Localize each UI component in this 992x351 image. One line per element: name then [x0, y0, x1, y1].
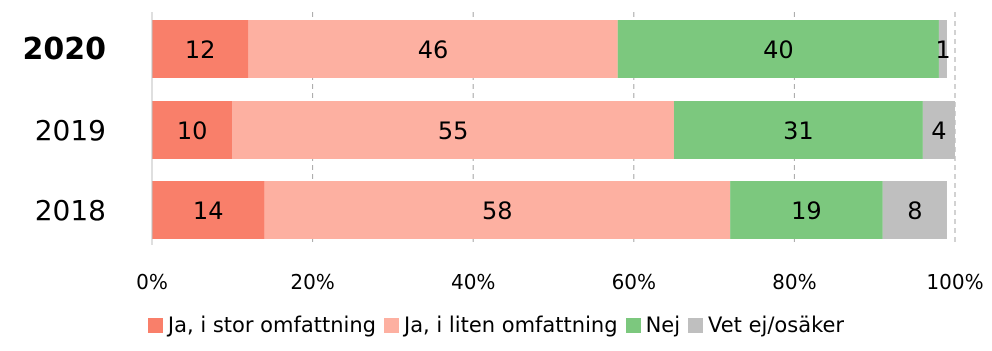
x-tick-label: 80% — [772, 270, 816, 294]
bar-segment — [232, 101, 674, 159]
bar-value-label: 14 — [193, 197, 224, 225]
bar-segment — [248, 20, 618, 78]
bar-segment — [938, 20, 947, 78]
category-label: 2019 — [35, 114, 106, 147]
bar-segment — [882, 181, 947, 239]
legend-label: Vet ej/osäker — [708, 313, 845, 337]
legend-swatch — [625, 318, 641, 333]
bar-value-label: 10 — [177, 117, 208, 145]
legend-label: Nej — [645, 313, 681, 337]
x-tick-label: 0% — [136, 270, 168, 294]
bar-segment — [152, 181, 265, 239]
bar-value-label: 46 — [418, 36, 449, 64]
bar-value-label: 4 — [931, 117, 946, 145]
legend-swatch — [688, 318, 704, 333]
bar-value-label: 1 — [935, 36, 950, 64]
bar-segment — [152, 101, 233, 159]
bar-value-label: 40 — [763, 36, 794, 64]
x-tick-label: 20% — [290, 270, 334, 294]
bar-value-label: 31 — [783, 117, 814, 145]
legend-item: Ja, i stor omfattning — [147, 313, 376, 337]
legend-swatch — [147, 318, 163, 333]
legend: Ja, i stor omfattning Ja, i liten omfattn… — [0, 313, 992, 337]
bars — [152, 20, 955, 239]
legend-item: Ja, i liten omfattning — [384, 313, 618, 337]
legend-item: Nej — [625, 313, 681, 337]
legend-swatch — [384, 318, 399, 333]
bar-value-labels: 12 46 40 1 10 55 31 4 14 58 19 8 — [177, 36, 951, 225]
x-axis-tick-labels: 0% 20% 40% 60% 80% 100% — [136, 270, 983, 294]
x-tick-label: 40% — [451, 270, 495, 294]
bar-value-label: 12 — [185, 36, 216, 64]
bar-value-label: 55 — [438, 117, 469, 145]
legend-label: Ja, i stor omfattning — [167, 313, 376, 337]
legend-label: Ja, i liten omfattning — [404, 313, 618, 337]
bar-value-label: 19 — [791, 197, 822, 225]
bar-segment — [730, 181, 883, 239]
category-label: 2018 — [35, 194, 106, 227]
legend-item: Vet ej/osäker — [688, 313, 844, 337]
bar-segment — [673, 101, 923, 159]
bar-value-label: 8 — [907, 197, 922, 225]
bar-value-label: 58 — [482, 197, 513, 225]
bar-segment — [617, 20, 939, 78]
category-label: 2020 — [23, 32, 107, 67]
category-labels: 2020 2019 2018 — [23, 32, 107, 227]
bar-segment — [922, 101, 955, 159]
bar-segment — [152, 20, 249, 78]
x-tick-label: 60% — [612, 270, 656, 294]
x-tick-label: 100% — [926, 270, 983, 294]
bar-segment — [264, 181, 731, 239]
